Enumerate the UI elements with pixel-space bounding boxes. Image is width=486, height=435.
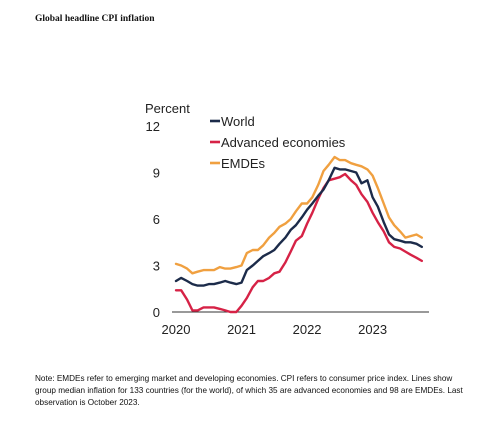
x-tick-label: 2020: [162, 322, 191, 337]
figure-title: Global headline CPI inflation: [35, 14, 155, 24]
y-tick-label: 12: [146, 119, 160, 134]
y-tick-label: 9: [153, 166, 160, 181]
series-line-advanced-economies: [174, 172, 423, 314]
series-line-emdes: [174, 155, 423, 275]
y-tick-label: 6: [153, 212, 160, 227]
y-axis-label: Percent: [145, 101, 190, 116]
y-tick-labels: 0 3 6 9 12: [146, 119, 160, 320]
x-tick-label: 2022: [293, 322, 322, 337]
legend-label: Advanced economies: [221, 135, 346, 150]
line-chart: Percent 0 3 6 9 12 2020 2021 2022 2023 World Adv…: [145, 101, 429, 337]
x-tick-label: 2021: [227, 322, 256, 337]
x-tick-label: 2023: [358, 322, 387, 337]
legend-label: EMDEs: [221, 156, 266, 171]
y-tick-label: 3: [153, 259, 160, 274]
legend: World Advanced economies EMDEs: [210, 114, 346, 171]
chart-note: Note: EMDEs refer to emerging market and…: [35, 374, 463, 407]
y-tick-label: 0: [153, 305, 160, 320]
series-line-world: [174, 166, 423, 287]
x-tick-labels: 2020 2021 2022 2023: [162, 322, 388, 337]
legend-label: World: [221, 114, 255, 129]
series-lines: [174, 155, 423, 314]
